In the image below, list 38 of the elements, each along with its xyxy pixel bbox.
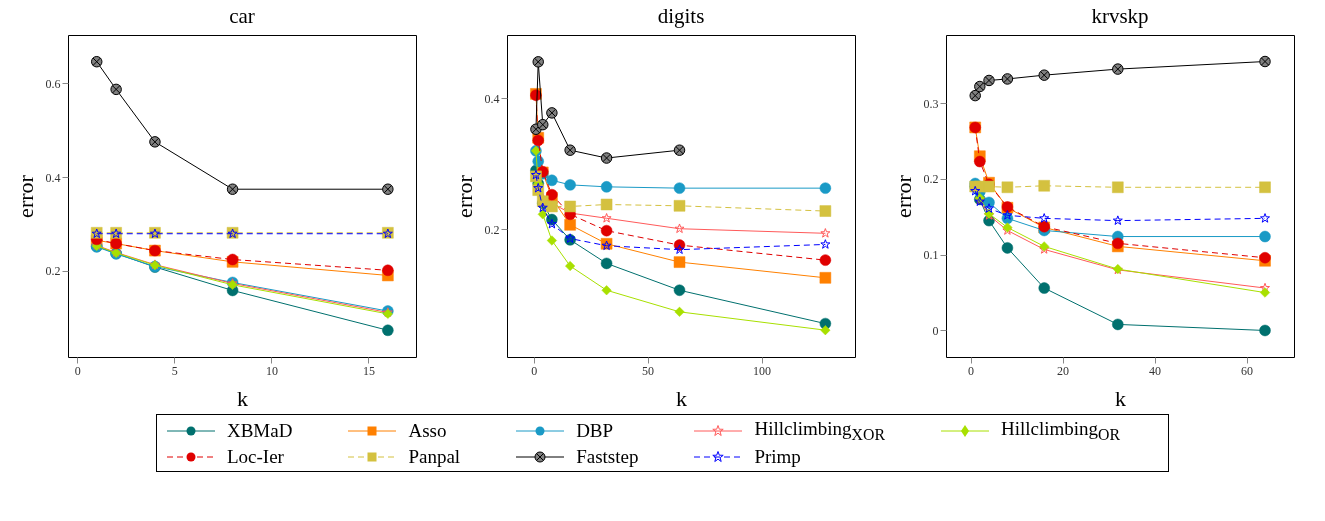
y-tick-label: 0.3 — [923, 96, 939, 111]
x-tick-label: 40 — [1149, 363, 1162, 378]
legend-label: Hillclimbing$_{XOR}$ — [754, 418, 886, 444]
x-tick-label: 100 — [753, 363, 772, 378]
legend-label: Asso — [408, 419, 448, 442]
chart-title: car — [229, 4, 255, 28]
y-tick-label: 0.1 — [923, 248, 939, 263]
x-tick-label: 0 — [74, 363, 81, 378]
chart-title: digits — [657, 4, 705, 28]
y-axis-title: error — [451, 174, 477, 218]
chart-title: krvskp — [1091, 4, 1149, 28]
legend-label: DBP — [576, 419, 615, 442]
legend-label: Faststep — [576, 445, 640, 468]
y-axis-title: error — [890, 174, 916, 218]
y-tick-label: 0.4 — [484, 91, 500, 106]
legend-label: Hillclimbing$_{OR}$ — [1000, 418, 1122, 444]
legend-label: Primp — [754, 445, 802, 468]
x-tick-label: 5 — [171, 363, 178, 378]
y-tick-label: 0 — [932, 323, 939, 338]
x-tick-label: 20 — [1057, 363, 1070, 378]
x-tick-label: 15 — [362, 363, 375, 378]
x-tick-label: 10 — [265, 363, 278, 378]
y-tick-label: 0.4 — [45, 170, 61, 185]
x-tick-label: 0 — [531, 363, 538, 378]
x-tick-label: 60 — [1241, 363, 1254, 378]
y-axis-title: error — [12, 174, 38, 218]
y-tick-label: 0.2 — [484, 222, 500, 237]
legend-label: Panpal — [408, 445, 462, 468]
x-axis-title: k — [676, 385, 687, 411]
y-tick-label: 0.6 — [45, 76, 61, 91]
legend-label: XBMaD — [226, 419, 294, 442]
legend-label: Loc-Ier — [226, 445, 285, 468]
x-axis-title: k — [237, 385, 248, 411]
x-axis-title: k — [1115, 385, 1126, 411]
y-tick-label: 0.2 — [923, 172, 939, 187]
x-tick-label: 0 — [968, 363, 975, 378]
x-tick-label: 50 — [642, 363, 655, 378]
y-tick-label: 0.2 — [45, 264, 61, 279]
